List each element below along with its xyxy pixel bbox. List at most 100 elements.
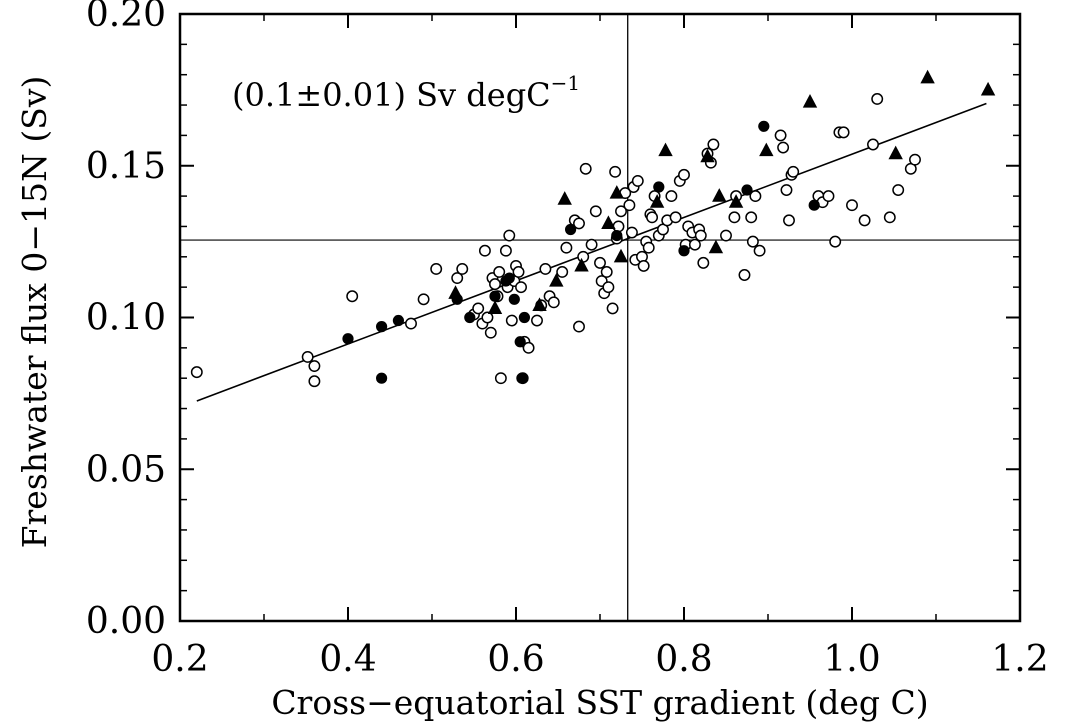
- filled-triangle-point: [613, 248, 629, 263]
- open-circle-point: [646, 211, 659, 224]
- filled-triangle-point: [601, 215, 616, 230]
- filled-triangle-point: [888, 145, 903, 160]
- y-tick-label: 0.00: [86, 601, 166, 642]
- open-circle-point: [858, 214, 871, 227]
- open-circle-point: [494, 372, 507, 385]
- open-circle-point: [301, 351, 314, 363]
- open-circle-point: [846, 199, 858, 212]
- x-tick-label: 1.2: [991, 639, 1048, 680]
- open-circle-point: [308, 360, 321, 373]
- open-circle-point: [609, 165, 622, 178]
- filled-circle-point: [514, 336, 526, 348]
- filled-circle-point: [342, 333, 354, 345]
- open-circle-point: [606, 302, 619, 315]
- filled-triangle-point: [728, 194, 744, 208]
- open-circle-point: [867, 138, 879, 151]
- open-circle-point: [512, 266, 525, 278]
- open-circle-point: [678, 168, 690, 181]
- filled-circle-point: [508, 293, 520, 305]
- y-tick-label: 0.15: [86, 146, 166, 187]
- open-circle-point: [720, 229, 732, 242]
- filled-triangle-point: [609, 185, 624, 199]
- reference-lines: [180, 14, 1020, 621]
- filled-triangle-point: [980, 81, 996, 96]
- open-circle-point: [481, 311, 494, 324]
- open-circle-point: [631, 174, 644, 187]
- filled-circle-point: [611, 229, 623, 242]
- axis-ticks: [179, 13, 1021, 622]
- open-circle-point: [522, 341, 535, 354]
- filled-triangle-point: [920, 69, 935, 84]
- filled-circle-point: [758, 120, 770, 132]
- open-circle-point: [600, 266, 613, 278]
- x-tick-label: 0.6: [487, 639, 544, 680]
- open-circle-point: [871, 93, 884, 105]
- open-circle-point: [783, 214, 795, 227]
- open-circle-point: [837, 126, 850, 139]
- open-circle-point: [688, 238, 701, 251]
- x-axis-title: Cross−equatorial SST gradient (deg C): [271, 683, 928, 722]
- open-circle-point: [577, 250, 590, 263]
- open-circle-point: [451, 272, 464, 284]
- open-circle-point: [623, 199, 636, 212]
- open-circle-point: [642, 241, 655, 254]
- y-axis-title: Freshwater flux 0−15N (Sv): [15, 76, 54, 549]
- open-circle-point: [417, 293, 430, 306]
- open-circle-point: [493, 266, 506, 278]
- open-circle-point: [515, 281, 527, 294]
- open-circle-point: [556, 266, 569, 278]
- open-circle-point: [573, 320, 585, 333]
- filled-circle-point: [503, 272, 515, 284]
- filled-triangle-point: [802, 94, 818, 108]
- filled-triangle-point: [700, 148, 715, 163]
- filled-triangle-point: [649, 194, 665, 208]
- filled-triangle-point: [759, 142, 774, 157]
- slope-annotation: (0.1±0.01) Sv degC−1: [232, 71, 580, 114]
- open-circle-point: [777, 141, 790, 154]
- open-circle-point: [909, 153, 921, 166]
- filled-circle-point: [741, 184, 753, 196]
- filled-circle-point: [678, 245, 690, 257]
- filled-circle-point: [376, 372, 388, 384]
- open-circle-point: [746, 235, 759, 248]
- open-circle-point: [579, 162, 592, 175]
- open-circle-point: [697, 256, 710, 269]
- open-circle-point: [531, 314, 543, 327]
- open-circle-point: [669, 211, 682, 224]
- open-circle-point: [738, 269, 751, 281]
- open-circle-point: [547, 296, 560, 309]
- open-circle-point: [615, 205, 627, 218]
- filled-triangle-point: [557, 191, 572, 205]
- open-circle-point: [745, 211, 758, 224]
- open-circle-point: [472, 302, 485, 315]
- open-circle-point: [602, 281, 615, 294]
- filled-circle-point: [464, 311, 476, 324]
- open-circle-point: [346, 290, 359, 303]
- open-circle-point: [560, 241, 573, 254]
- open-circle-point: [430, 262, 443, 275]
- open-circle-point: [753, 244, 766, 257]
- open-circle-point: [456, 262, 469, 275]
- y-tick-label: 0.10: [86, 298, 166, 339]
- data-points: [190, 69, 996, 388]
- open-circle-point: [478, 244, 491, 257]
- x-tick-label: 1.0: [823, 639, 880, 680]
- filled-circle-point: [808, 199, 820, 211]
- open-circle-point: [892, 184, 905, 196]
- open-circle-point: [707, 138, 720, 151]
- open-circle-point: [787, 165, 800, 178]
- x-tick-label: 0.2: [151, 639, 208, 680]
- y-tick-labels: 0.00 0.05 0.10 0.15 0.20: [86, 0, 166, 642]
- filled-circle-point: [489, 290, 501, 302]
- open-circle-point: [728, 211, 741, 224]
- y-tick-label: 0.20: [86, 0, 166, 35]
- open-circle-point: [774, 129, 787, 142]
- filled-triangle-point: [448, 285, 463, 299]
- filled-triangle-point: [532, 297, 547, 311]
- filled-triangle-point: [487, 300, 503, 314]
- open-circle-point: [625, 226, 638, 239]
- open-circle-point: [822, 190, 835, 203]
- x-tick-label: 0.8: [655, 639, 712, 680]
- y-tick-label: 0.05: [86, 449, 166, 490]
- open-circle-point: [405, 317, 417, 330]
